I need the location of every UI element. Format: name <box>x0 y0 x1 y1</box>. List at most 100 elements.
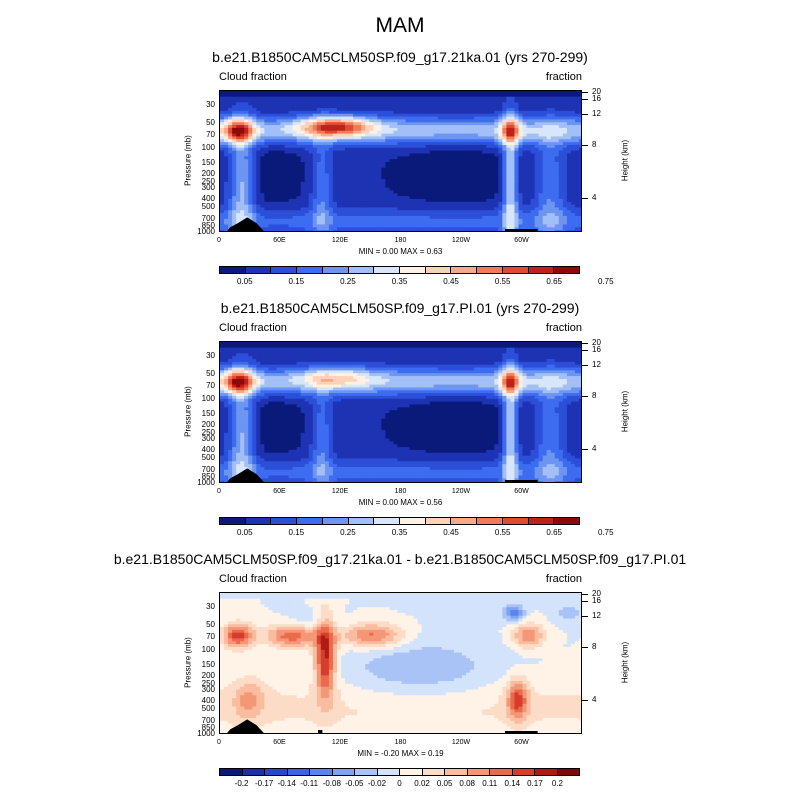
y-tick-label: 500 <box>201 452 215 462</box>
colorbar-swatch <box>322 518 349 524</box>
x-tick-label: 180 <box>394 237 407 244</box>
colorbar-swatch <box>245 267 272 273</box>
y-tick-label: 400 <box>201 695 215 705</box>
y-axis-label: Pressure (mb) <box>183 637 193 688</box>
colorbar-tick-label: -0.17 <box>255 779 274 788</box>
y-axis-label: Pressure (mb) <box>183 135 193 186</box>
colorbar <box>219 517 580 525</box>
colorbar-swatch <box>322 267 349 273</box>
min-max-stats: MIN = 0.00 MAX = 0.56 <box>358 498 443 507</box>
colorbar <box>219 768 580 776</box>
colorbar-swatch <box>477 267 503 273</box>
y-tick-label: 200 <box>201 168 215 178</box>
colorbar-swatch <box>220 267 246 273</box>
colorbar-swatch <box>271 267 298 273</box>
colorbar-swatch <box>528 267 555 273</box>
colorbar-swatch <box>297 518 323 524</box>
colorbar-tick-label: -0.2 <box>234 779 249 788</box>
colorbar-tick-label: 0.35 <box>391 528 408 537</box>
colorbar-swatch <box>502 518 529 524</box>
colorbar-swatch <box>297 267 323 273</box>
colorbar-tick-label: 0.25 <box>340 528 356 537</box>
y-tick-label: 850 <box>201 723 215 733</box>
x-tick-label: 0 <box>217 488 221 495</box>
colorbar-swatch <box>348 267 375 273</box>
colorbar-tick-label: 0.14 <box>504 779 521 788</box>
y2-tick-label: 16 <box>592 595 601 605</box>
min-max-stats: MIN = 0.00 MAX = 0.63 <box>358 247 443 256</box>
y2-axis-label: Height (km) <box>620 139 630 182</box>
y2-tick-label: 8 <box>592 140 597 150</box>
y2-tick-mark <box>582 600 588 602</box>
y2-tick-label: 4 <box>592 443 597 453</box>
right-label: fraction <box>545 322 582 334</box>
colorbar-swatch <box>467 769 490 775</box>
y2-tick-label: 12 <box>592 109 601 119</box>
colorbar-tick-label: -0.14 <box>277 779 296 788</box>
colorbar-tick-label: 0.55 <box>494 528 511 537</box>
panel-title: b.e21.B1850CAM5CLM50SP.f09_g17.PI.01 (yr… <box>220 300 580 316</box>
y-tick-label: 300 <box>201 183 215 193</box>
topography-mask <box>504 229 538 231</box>
colorbar-swatch <box>220 518 246 524</box>
y2-tick-mark <box>582 594 588 596</box>
y2-tick-label: 8 <box>592 642 597 652</box>
colorbar-swatch <box>502 267 529 273</box>
x-tick-label: 180 <box>394 739 407 746</box>
y-tick-label: 50 <box>206 118 215 128</box>
y2-tick-label: 12 <box>592 360 601 370</box>
colorbar-swatch <box>528 518 555 524</box>
colorbar <box>219 266 580 274</box>
x-tick-label: 60W <box>514 237 529 244</box>
y-tick-label: 300 <box>201 434 215 444</box>
topography-mask <box>318 730 323 733</box>
colorbar-tick-label: 0.2 <box>551 779 563 788</box>
x-tick-label: 60E <box>273 739 286 746</box>
colorbar-swatch <box>554 518 580 524</box>
topography-mask <box>504 480 538 482</box>
colorbar-swatch <box>512 769 535 775</box>
colorbar-swatch <box>355 769 378 775</box>
colorbar-tick-label: 0.02 <box>414 779 430 788</box>
colorbar-swatch <box>310 769 333 775</box>
colorbar-tick-label: -0.11 <box>300 779 319 788</box>
y-tick-label: 1000 <box>197 729 215 738</box>
y2-tick-label: 20 <box>592 338 601 348</box>
y2-tick-mark <box>582 349 588 351</box>
colorbar-swatch <box>451 518 478 524</box>
y-tick-label: 400 <box>201 193 215 203</box>
x-tick-label: 120W <box>451 739 471 746</box>
y-tick-label: 30 <box>206 601 215 611</box>
y-tick-label: 250 <box>201 678 215 688</box>
colorbar-swatch <box>374 267 401 273</box>
colorbar-swatch <box>400 518 426 524</box>
colorbar-tick-label: -0.08 <box>322 779 341 788</box>
topography-mask <box>227 719 264 733</box>
x-tick-label: 120W <box>451 237 471 244</box>
panel-title: b.e21.B1850CAM5CLM50SP.f09_g17.21ka.01 -… <box>113 551 687 567</box>
y-tick-label: 250 <box>201 176 215 186</box>
field-plot <box>219 592 582 734</box>
y-tick-label: 100 <box>201 645 215 655</box>
colorbar-swatch <box>557 769 579 775</box>
colorbar-swatch <box>400 769 423 775</box>
y2-axis-label: Height (km) <box>620 390 630 433</box>
colorbar-swatch <box>477 518 503 524</box>
colorbar-swatch <box>265 769 288 775</box>
y2-tick-label: 8 <box>592 391 597 401</box>
season-title: MAM <box>375 14 425 37</box>
y2-tick-mark <box>582 616 588 618</box>
colorbar-tick-label: 0 <box>397 779 402 788</box>
colorbar-tick-label: -0.02 <box>367 779 387 788</box>
colorbar-tick-label: 0.25 <box>340 277 356 286</box>
left-label: Cloud fraction <box>219 71 287 83</box>
colorbar-swatch <box>287 769 310 775</box>
colorbar-tick-label: 0.05 <box>236 528 253 537</box>
y-tick-label: 30 <box>206 350 215 360</box>
colorbar-tick-label: 0.75 <box>597 277 614 286</box>
y-tick-label: 50 <box>206 620 215 630</box>
y2-axis-label: Height (km) <box>620 641 630 684</box>
colorbar-swatch <box>554 267 580 273</box>
y-axis-label: Pressure (mb) <box>183 386 193 437</box>
colorbar-tick-label: 0.15 <box>288 528 305 537</box>
